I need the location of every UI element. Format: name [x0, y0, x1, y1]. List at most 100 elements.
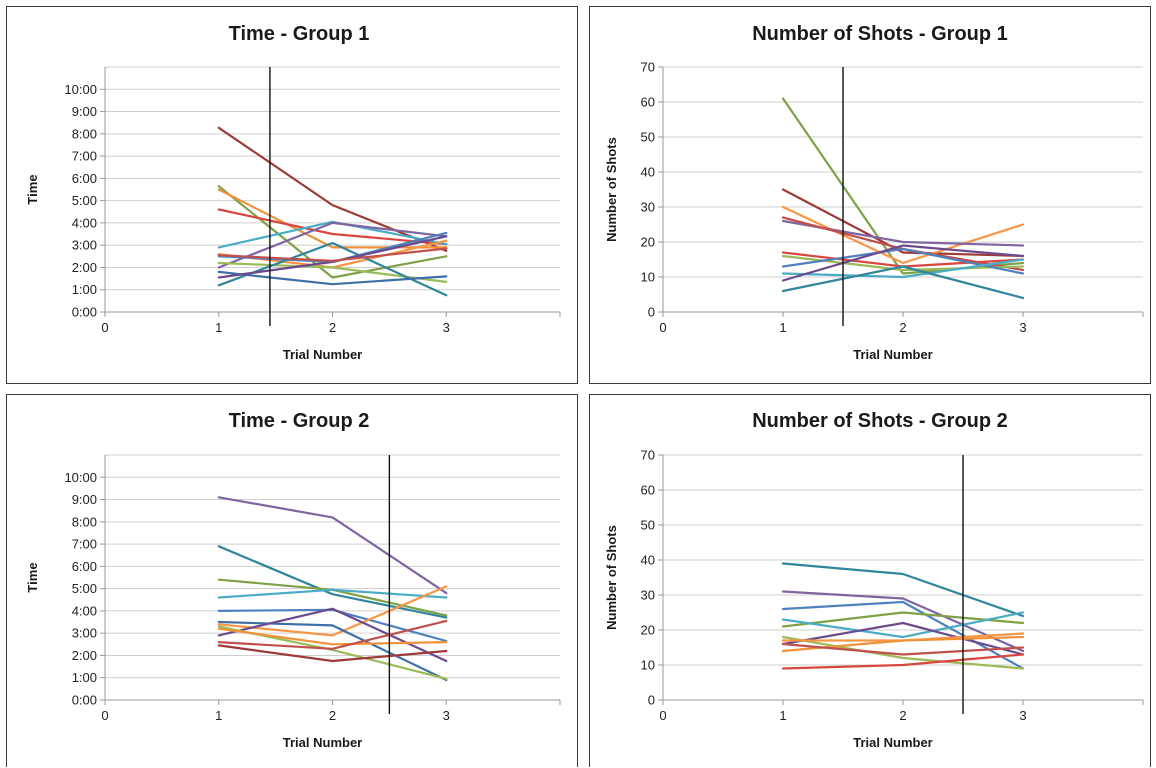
chart-svg: Number of Shots - Group 1010203040506070…: [604, 23, 1144, 362]
series-line-2: [217, 545, 448, 619]
series-line-7: [781, 635, 1025, 670]
y-tick-label: 1:00: [72, 282, 97, 297]
y-tick-label: 60: [641, 95, 655, 110]
x-tick-label: 0: [659, 708, 666, 723]
series-line-11: [781, 265, 1025, 300]
chart-title: Time - Group 2: [229, 410, 370, 432]
y-tick-label: 3:00: [72, 238, 97, 253]
series-line-9: [781, 258, 1025, 279]
y-tick-label: 40: [641, 165, 655, 180]
x-axis-label: Trial Number: [283, 347, 362, 362]
series-line-12: [217, 644, 448, 663]
x-axis-label: Trial Number: [283, 735, 362, 750]
y-tick-label: 10: [641, 270, 655, 285]
y-axis-label: Number of Shots: [604, 137, 619, 242]
series-line-2: [781, 188, 1025, 258]
x-tick-label: 2: [899, 320, 906, 335]
x-tick-label: 0: [101, 708, 108, 723]
series-line-1: [781, 97, 1025, 275]
y-tick-label: 70: [641, 60, 655, 75]
series-line-5: [781, 611, 1025, 639]
series-line-2: [781, 590, 1025, 653]
y-tick-label: 30: [641, 200, 655, 215]
y-tick-label: 60: [641, 483, 655, 498]
y-tick-label: 8:00: [72, 126, 97, 141]
series-line-11: [217, 270, 448, 286]
y-tick-label: 5:00: [72, 193, 97, 208]
y-axis-label: Time: [25, 174, 40, 204]
x-tick-label: 3: [1019, 320, 1026, 335]
chart-svg: Time - Group 2 0:00 1:00 2:00 3:00 4:00 5:00 6:…: [25, 410, 561, 750]
series-line-6: [217, 221, 448, 269]
chart-title: Number of Shots - Group 2: [752, 410, 1008, 432]
y-tick-label: 70: [641, 448, 655, 463]
y-tick-label: 3:00: [72, 626, 97, 641]
y-tick-label: 7:00: [72, 149, 97, 164]
y-tick-label: 0:00: [72, 305, 97, 320]
x-tick-label: 2: [329, 708, 336, 723]
y-tick-label: 10: [641, 658, 655, 673]
series-line-11: [781, 653, 1025, 670]
y-tick-label: 10:00: [64, 470, 97, 485]
chart-panel-time-group-2: Time - Group 2 0:00 1:00 2:00 3:00 4:00 5:00 6:…: [6, 394, 578, 767]
y-tick-label: 0: [648, 693, 655, 708]
series-line-13: [217, 247, 448, 262]
y-tick-label: 2:00: [72, 260, 97, 275]
series-line-6: [781, 621, 1025, 656]
series-line-1: [217, 496, 448, 595]
y-tick-label: 9:00: [72, 104, 97, 119]
x-axis-label: Trial Number: [853, 735, 932, 750]
series-line-5: [217, 220, 448, 249]
x-tick-label: 3: [1019, 708, 1026, 723]
y-tick-label: 50: [641, 518, 655, 533]
x-tick-label: 3: [443, 320, 450, 335]
series-line-3: [217, 188, 448, 249]
series-line-6: [217, 585, 448, 637]
x-tick-label: 1: [779, 320, 786, 335]
y-tick-label: 10:00: [64, 82, 97, 97]
y-axis-label: Number of Shots: [604, 525, 619, 630]
series-line-7: [217, 620, 448, 682]
y-tick-label: 0:00: [72, 693, 97, 708]
series-line-4: [217, 208, 448, 246]
y-axis-label: Time: [25, 562, 40, 592]
y-tick-label: 4:00: [72, 215, 97, 230]
x-tick-label: 0: [101, 320, 108, 335]
series-line-10: [781, 244, 1025, 282]
x-tick-label: 1: [779, 708, 786, 723]
y-tick-label: 20: [641, 235, 655, 250]
x-tick-label: 1: [215, 320, 222, 335]
chart-panel-shots-group-1: Number of Shots - Group 1 0 10 20 30 40 50 60 70…: [589, 6, 1151, 384]
x-axis-label: Trial Number: [853, 347, 932, 362]
series-line-4: [781, 611, 1025, 628]
x-tick-label: 3: [443, 708, 450, 723]
y-tick-label: 8:00: [72, 514, 97, 529]
y-tick-label: 0: [648, 305, 655, 320]
y-tick-label: 30: [641, 588, 655, 603]
x-tick-label: 2: [899, 708, 906, 723]
series-line-11: [217, 619, 448, 650]
x-tick-label: 0: [659, 320, 666, 335]
y-tick-label: 2:00: [72, 648, 97, 663]
series-line-10: [781, 642, 1025, 656]
x-tick-label: 2: [329, 320, 336, 335]
series-line-3: [781, 600, 1025, 670]
y-tick-label: 50: [641, 130, 655, 145]
chart-title: Time - Group 1: [229, 23, 370, 45]
chart-panel-shots-group-2: Number of Shots - Group 2 0 10 20 30 40 50 60 70…: [589, 394, 1151, 767]
y-tick-label: 6:00: [72, 171, 97, 186]
y-tick-label: 7:00: [72, 537, 97, 552]
y-tick-label: 4:00: [72, 603, 97, 618]
y-tick-label: 9:00: [72, 492, 97, 507]
series-line-12: [217, 235, 448, 279]
chart-svg: Time - Group 1 0:00 1:00 2:00 3:00 4:00 5:00 6:…: [25, 23, 561, 362]
chart-title: Number of Shots - Group 1: [752, 23, 1008, 45]
series-line-10: [217, 627, 448, 646]
y-tick-label: 1:00: [72, 670, 97, 685]
y-tick-label: 40: [641, 553, 655, 568]
series-line-10: [217, 241, 448, 297]
y-tick-label: 5:00: [72, 581, 97, 596]
chart-panel-time-group-1: Time - Group 1 0:00 1:00 2:00 3:00 4:00 5:00 6:…: [6, 6, 578, 384]
y-tick-label: 20: [641, 623, 655, 638]
series-line-3: [781, 205, 1025, 265]
